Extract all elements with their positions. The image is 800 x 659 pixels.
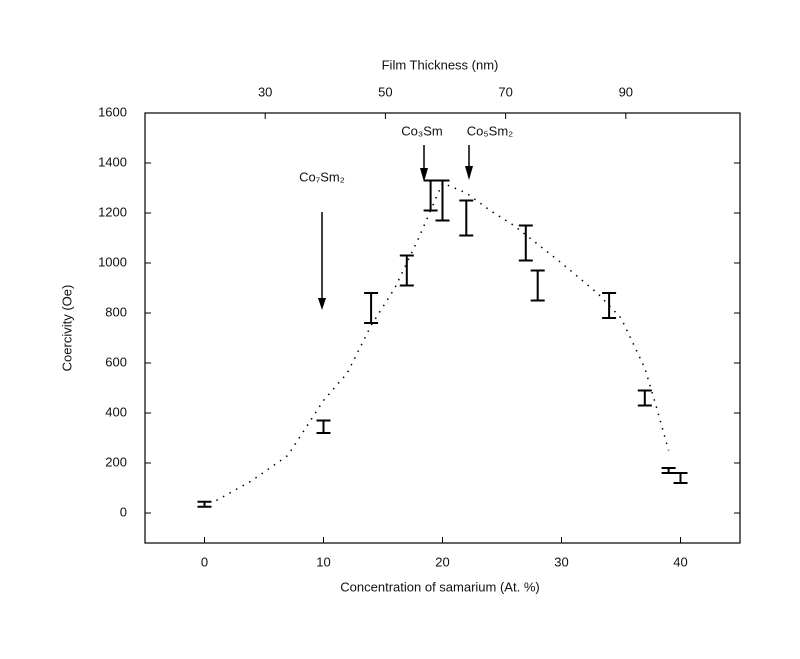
error-bar bbox=[637, 389, 652, 407]
annotation: Co₇Sm₂ bbox=[299, 169, 345, 184]
y-axis-title: Coercivity (Oe) bbox=[59, 285, 74, 372]
y-tick-label: 400 bbox=[105, 404, 127, 419]
error-bar bbox=[435, 179, 450, 222]
y-tick-label: 1200 bbox=[98, 204, 127, 219]
x-tick-label: 20 bbox=[435, 554, 449, 569]
x2-tick-label: 90 bbox=[619, 84, 633, 99]
y-tick-label: 0 bbox=[120, 504, 127, 519]
error-bar bbox=[602, 292, 617, 319]
error-bar bbox=[399, 254, 414, 287]
y-tick-label: 200 bbox=[105, 454, 127, 469]
x2-tick-label: 30 bbox=[258, 84, 272, 99]
fit-line bbox=[216, 182, 670, 502]
x-tick-label: 0 bbox=[201, 554, 208, 569]
arrow-head bbox=[465, 166, 473, 180]
plot-frame bbox=[144, 112, 741, 544]
x-tick-label: 30 bbox=[554, 554, 568, 569]
error-bar bbox=[364, 292, 379, 324]
y-tick-label: 1400 bbox=[98, 154, 127, 169]
x2-tick-label: 50 bbox=[378, 84, 392, 99]
arrow-head bbox=[318, 298, 326, 310]
error-bar bbox=[316, 419, 331, 434]
y-tick-label: 1000 bbox=[98, 254, 127, 269]
x-tick-label: 10 bbox=[316, 554, 330, 569]
arrow-head bbox=[420, 168, 428, 182]
error-bar bbox=[661, 467, 676, 474]
annotation: Co₅Sm₂ bbox=[467, 123, 513, 138]
y-tick-label: 600 bbox=[105, 354, 127, 369]
x2-axis-title: Film Thickness (nm) bbox=[382, 57, 499, 72]
x2-tick-label: 70 bbox=[498, 84, 512, 99]
error-bar bbox=[673, 472, 688, 484]
error-bar bbox=[530, 269, 545, 302]
annotation: Co₃Sm bbox=[401, 123, 442, 138]
error-bar bbox=[423, 179, 438, 212]
y-tick-label: 800 bbox=[105, 304, 127, 319]
x-axis-title: Concentration of samarium (At. %) bbox=[340, 579, 539, 594]
error-bar bbox=[197, 500, 212, 508]
error-bar bbox=[518, 224, 533, 262]
error-bar bbox=[459, 199, 474, 237]
y-tick-label: 1600 bbox=[98, 104, 127, 119]
x-tick-label: 40 bbox=[673, 554, 687, 569]
